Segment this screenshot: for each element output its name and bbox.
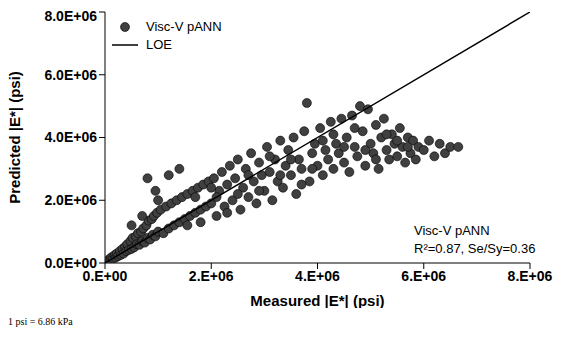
svg-text:8.E+06: 8.E+06: [508, 268, 553, 284]
svg-text:0.0E+00: 0.0E+00: [44, 255, 97, 271]
svg-text:2.E+06: 2.E+06: [189, 268, 234, 284]
html-text:LOE: LOE: [146, 37, 172, 52]
svg-text:6.E+06: 6.E+06: [401, 268, 446, 284]
svg-text:4.E+06: 4.E+06: [295, 268, 340, 284]
html-text:Visc-V pANN: Visc-V pANN: [146, 19, 222, 34]
svg-text:4.0E+06: 4.0E+06: [44, 129, 97, 145]
svg-text:6.0E+06: 6.0E+06: [44, 67, 97, 83]
svg-text:2.0E+06: 2.0E+06: [44, 192, 97, 208]
svg-text:0.E+00: 0.E+00: [82, 267, 128, 284]
html-text:R²=0.87, Se/Sy=0.36: R²=0.87, Se/Sy=0.36: [414, 241, 536, 256]
svg-text:8.0E+06: 8.0E+06: [44, 8, 97, 24]
html-text:Visc-V pANN: Visc-V pANN: [414, 223, 490, 238]
svg-text:Predicted |E*| (psi): Predicted |E*| (psi): [8, 71, 23, 204]
svg-text:Measured |E*| (psi): Measured |E*| (psi): [250, 292, 384, 308]
html-text:1 psi = 6.86 kPa: 1 psi = 6.86 kPa: [8, 316, 73, 327]
